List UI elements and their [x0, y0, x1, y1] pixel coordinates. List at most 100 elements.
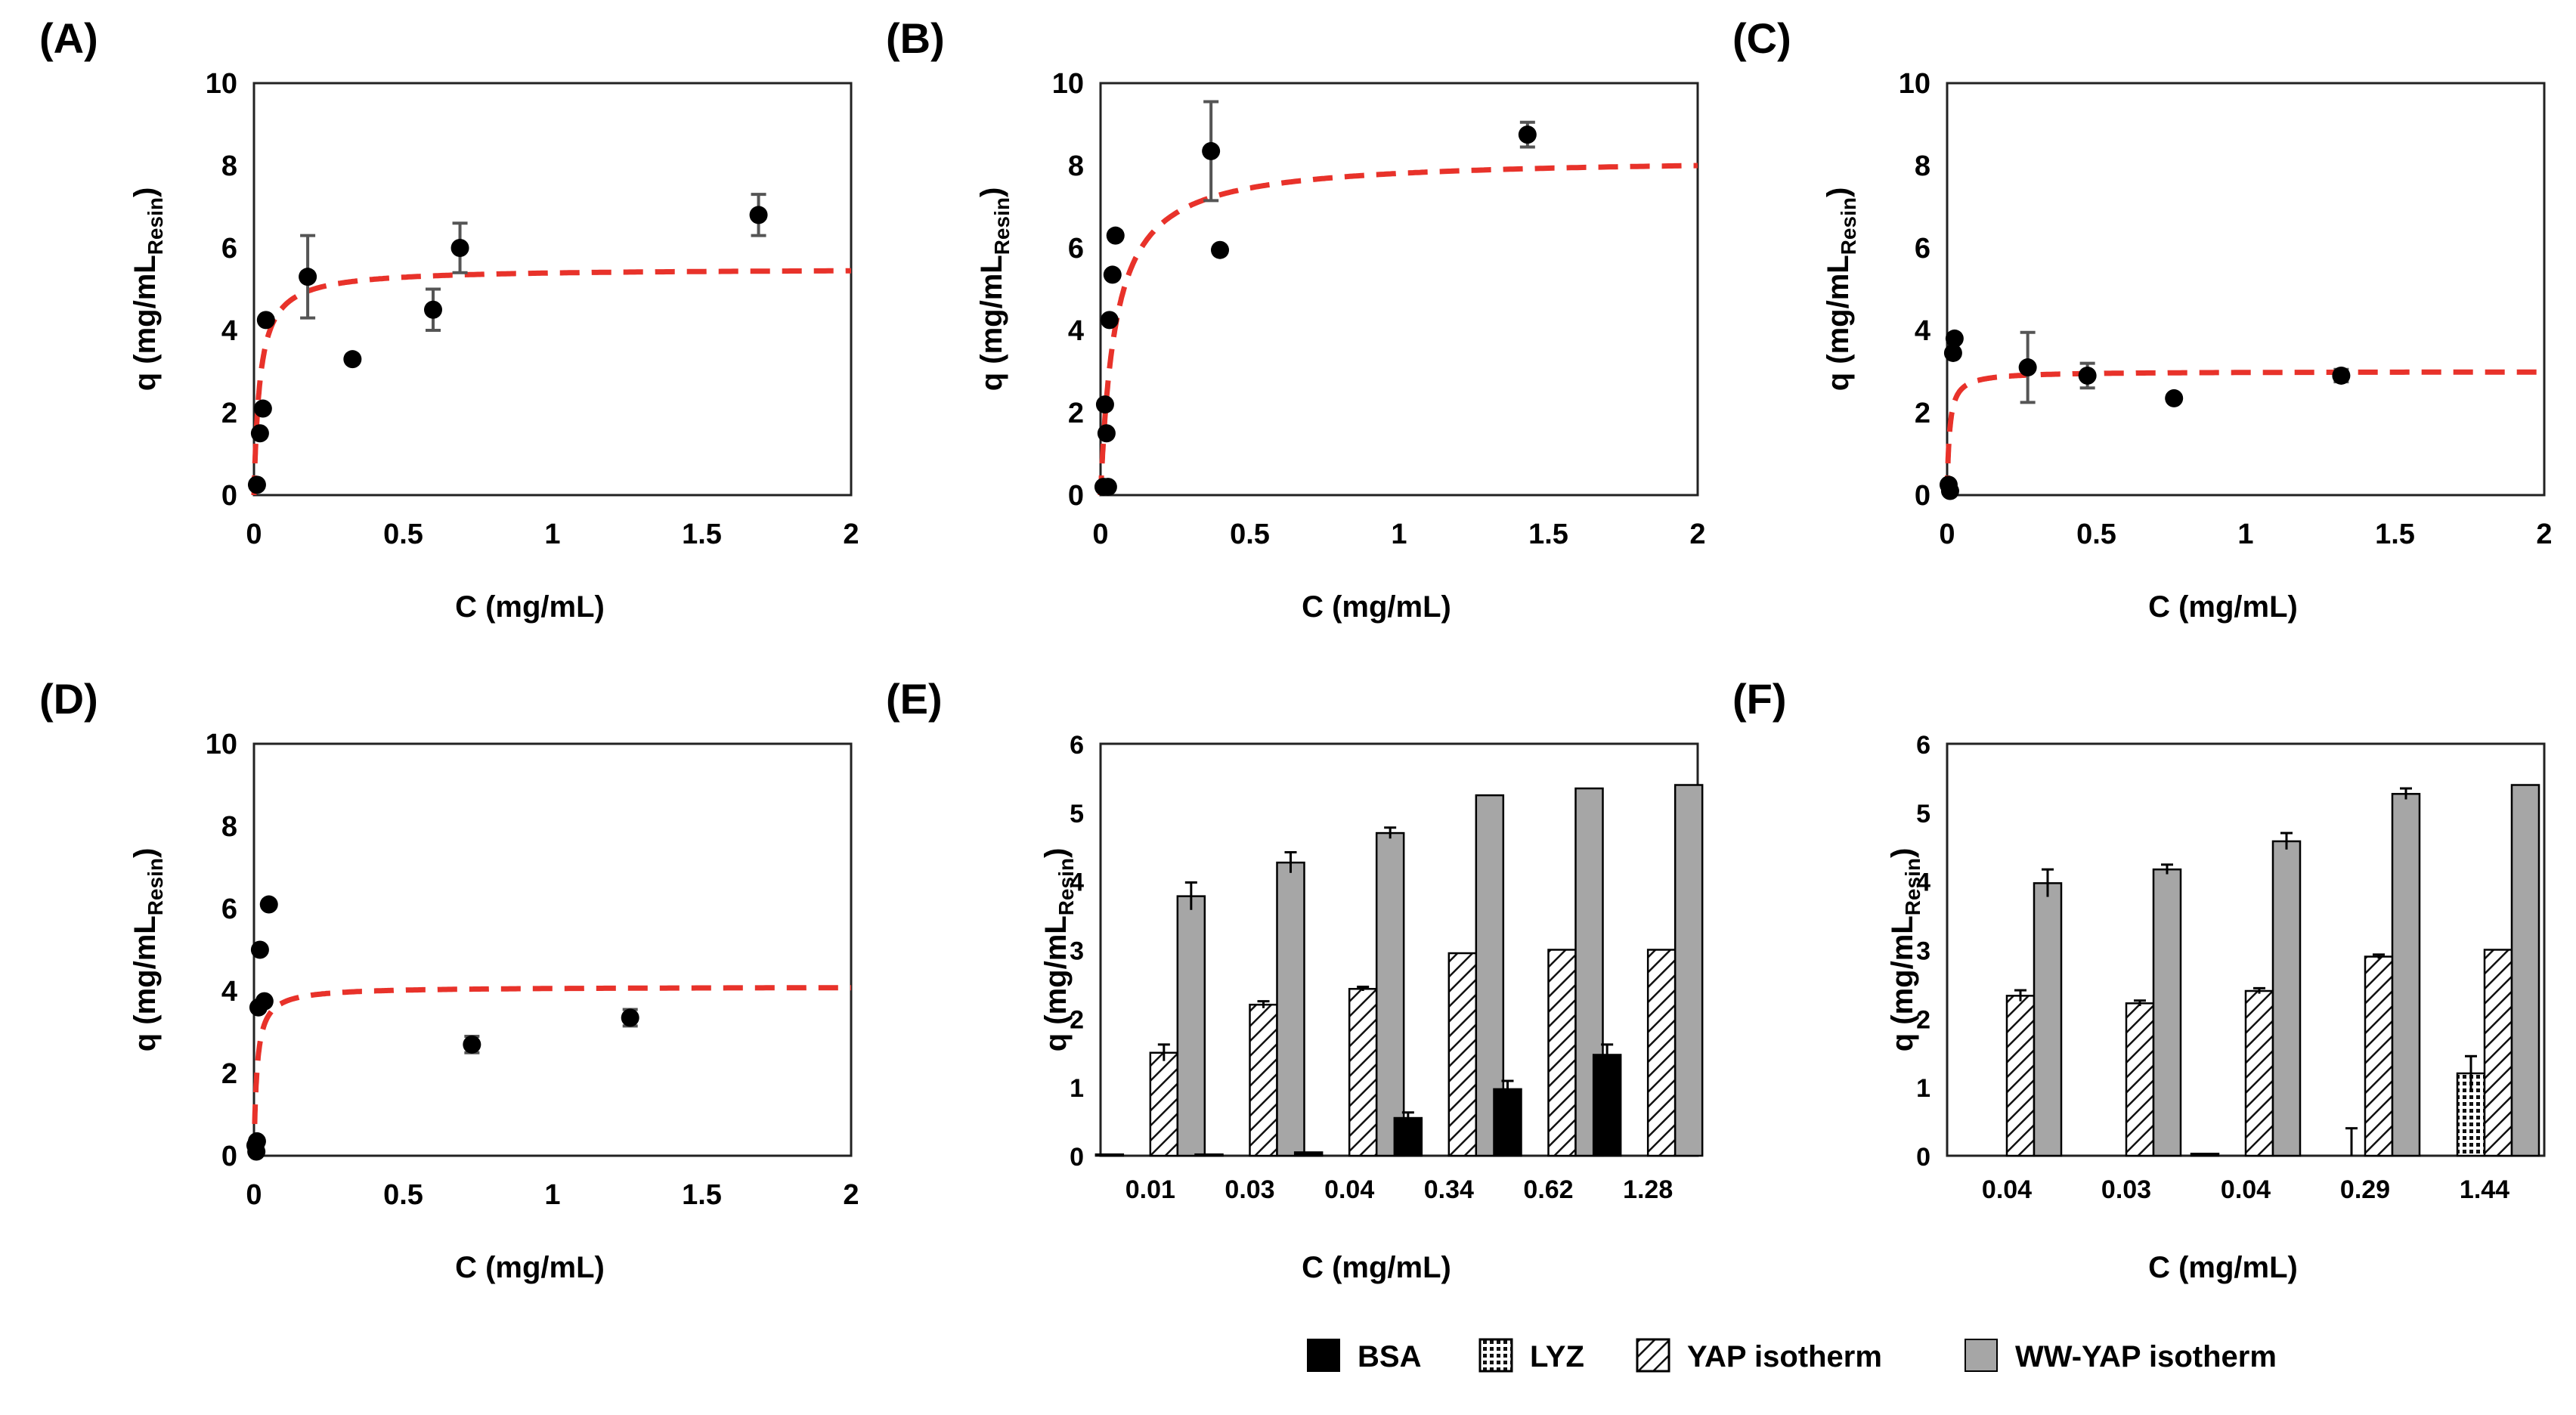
x-tick-label: 2 — [843, 519, 859, 550]
y-tick-label: 0 — [1916, 1143, 1930, 1172]
y-axis-title: q (mg/mLResin) — [1822, 187, 1860, 392]
x-tick-label: 0 — [246, 1179, 262, 1211]
y-tick-label: 5 — [1070, 800, 1084, 828]
y-axis-title-sub: Resin — [1837, 197, 1860, 255]
legend-swatch-wwyap — [1965, 1339, 1998, 1372]
x-tick-label: 0.5 — [383, 519, 423, 550]
bar-wwyap — [2510, 784, 2540, 1157]
panel-letter: (F) — [1732, 675, 1787, 723]
x-tick-label: 0.04 — [2221, 1175, 2271, 1204]
legend-label-lyz: LYZ — [1530, 1340, 1584, 1373]
bar-yap — [1447, 952, 1478, 1157]
y-tick-label: 2 — [1916, 1005, 1930, 1034]
data-point — [1943, 343, 1962, 362]
data-point — [621, 1008, 639, 1027]
x-axis-title: C (mg/mL) — [1302, 1251, 1451, 1284]
y-tick-label: 4 — [1070, 869, 1084, 897]
y-tick-label: 8 — [221, 150, 237, 182]
x-tick-label: 0.03 — [1225, 1175, 1274, 1204]
legend-label-wwyap: WW-YAP isotherm — [2015, 1340, 2277, 1373]
y-axis-title: q (mg/mLResin) — [1039, 848, 1078, 1052]
y-axis-title-sub: Resin — [1054, 858, 1078, 915]
x-tick-label: 1 — [544, 519, 560, 550]
legend-label-yap: YAP isotherm — [1687, 1340, 1882, 1373]
data-point — [1100, 311, 1119, 330]
data-point — [256, 311, 275, 330]
data-point — [1106, 226, 1125, 245]
data-point — [247, 1132, 266, 1150]
bar-wwyap — [1176, 895, 1206, 1157]
chart-panel-3: (D) 0 2 4 6 8 10 q (mg/mLResin) C (mg/mL) 0 0.5 1 1.… — [39, 675, 859, 1284]
y-tick-label: 6 — [1070, 731, 1084, 760]
y-axis-title-main: q (mg/mL — [1886, 915, 1919, 1051]
chart-panel-4: (E) 0 1 2 3 4 5 6 q (mg/mLResin) C (mg/mL) 0.01 0.0… — [886, 675, 1704, 1284]
plot-area — [252, 82, 853, 497]
x-tick-label: 0.03 — [2101, 1175, 2151, 1204]
x-tick-label: 0.5 — [2076, 519, 2116, 550]
legend: BSA LYZ YAP isotherm WW-YAP isotherm — [1307, 1338, 2277, 1373]
data-point — [299, 268, 317, 286]
bar-yap — [2005, 995, 2036, 1157]
legend-swatch-lyz — [1478, 1338, 1513, 1373]
y-tick-label: 3 — [1916, 937, 1930, 966]
data-point — [463, 1035, 481, 1054]
bar-wwyap — [2033, 882, 2063, 1157]
x-axis-title: C (mg/mL) — [455, 590, 605, 624]
fit-line — [1098, 163, 1698, 495]
data-point — [424, 300, 442, 319]
x-axis-title: C (mg/mL) — [2148, 1251, 2298, 1284]
fit-line — [251, 268, 851, 495]
y-tick-label: 8 — [1068, 150, 1084, 182]
chart-panel-0: (A) 0 2 4 6 8 10 q (mg/mLResin) C (mg/mL) 0 0.5 1 1.… — [39, 14, 859, 624]
y-tick-label: 4 — [1916, 869, 1930, 897]
y-tick-label: 2 — [1070, 1005, 1084, 1034]
legend-swatch-yap — [1636, 1338, 1670, 1373]
bar-bsa — [1094, 1153, 1125, 1157]
y-tick-label: 0 — [221, 480, 237, 512]
x-axis-title: C (mg/mL) — [2148, 590, 2298, 624]
bar-yap — [2125, 1002, 2155, 1157]
panel-letter: (C) — [1732, 14, 1791, 62]
x-tick-label: 0.5 — [383, 1179, 423, 1211]
y-tick-label: 4 — [1915, 315, 1930, 347]
bar-yap — [2364, 955, 2394, 1157]
y-tick-label: 0 — [1068, 480, 1084, 512]
data-point — [1940, 481, 1959, 500]
y-tick-label: 8 — [221, 811, 237, 843]
fit-line — [1944, 369, 2544, 495]
bar-bsa — [1493, 1088, 1522, 1157]
bar-yap — [1149, 1051, 1179, 1157]
y-tick-label: 4 — [221, 976, 237, 1008]
y-tick-label: 0 — [1915, 480, 1930, 512]
bar-bsa — [1592, 1054, 1622, 1157]
data-point — [2018, 358, 2037, 377]
data-point — [1095, 395, 1114, 414]
plot-area — [1946, 82, 2546, 497]
data-point — [1103, 265, 1122, 284]
data-point — [255, 992, 274, 1011]
bar-yap — [1646, 949, 1677, 1157]
x-tick-label: 1.44 — [2460, 1175, 2509, 1204]
data-point — [1211, 240, 1229, 259]
y-tick-label: 1 — [1070, 1074, 1084, 1103]
data-point — [259, 895, 278, 914]
x-tick-label: 0.01 — [1125, 1175, 1175, 1204]
data-point — [250, 424, 269, 443]
y-axis-title-main: q (mg/mL — [1822, 255, 1855, 391]
y-tick-label: 0 — [1070, 1143, 1084, 1172]
bar-wwyap — [1673, 784, 1704, 1157]
y-tick-label: 10 — [206, 68, 237, 100]
data-point — [1945, 329, 1964, 348]
x-axis-title: C (mg/mL) — [1302, 590, 1451, 624]
y-axis-title-sub: Resin — [1901, 858, 1924, 915]
y-axis-title: q (mg/mLResin) — [975, 187, 1014, 392]
y-axis-title-close: ) — [1886, 848, 1919, 858]
bar-bsa — [1293, 1151, 1324, 1157]
data-point — [2332, 366, 2351, 385]
bar-wwyap — [2391, 793, 2421, 1157]
y-tick-label: 2 — [221, 398, 237, 429]
y-axis-title-sub: Resin — [990, 197, 1014, 255]
y-axis-title: q (mg/mLResin) — [1886, 848, 1924, 1052]
chart-panel-5: (F) 0 1 2 3 4 5 6 q (mg/mLResin) C (mg/mL) 0.04 0.0… — [1732, 675, 2546, 1284]
